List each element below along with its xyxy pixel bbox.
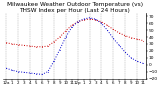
- Title: Milwaukee Weather Outdoor Temperature (vs) THSW Index per Hour (Last 24 Hours): Milwaukee Weather Outdoor Temperature (v…: [7, 2, 143, 13]
